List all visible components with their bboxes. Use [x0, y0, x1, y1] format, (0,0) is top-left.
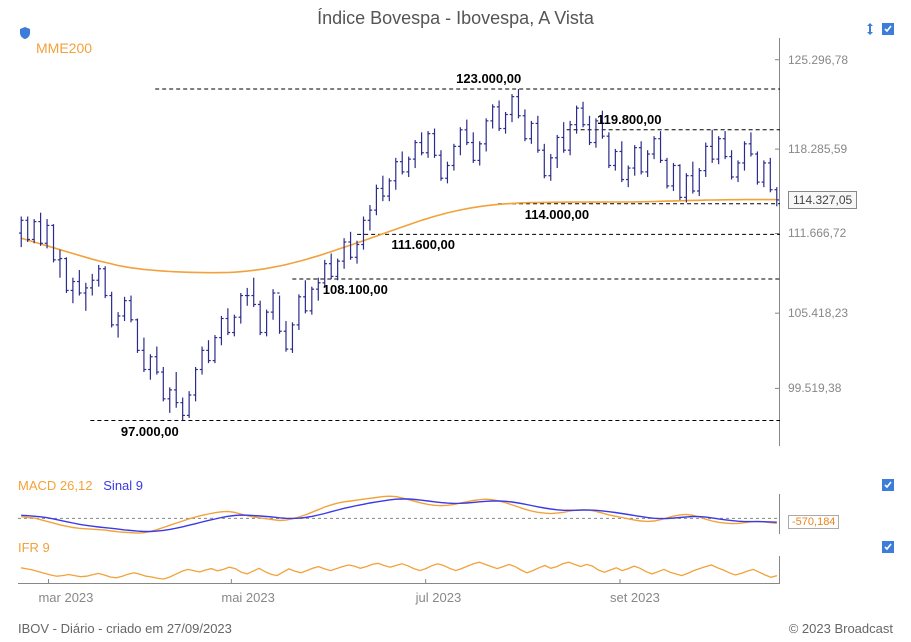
chart-root: Índice Bovespa - Ibovespa, A Vista MME20… — [0, 0, 911, 642]
x-tick-label: mar 2023 — [38, 590, 93, 605]
chart-title: Índice Bovespa - Ibovespa, A Vista — [0, 8, 911, 29]
price-level-label: 108.100,00 — [323, 282, 388, 297]
resize-vert-icon[interactable] — [863, 22, 877, 36]
expand-icon[interactable] — [881, 22, 895, 36]
ifr-label: IFR 9 — [18, 540, 50, 555]
macd-expand-icon[interactable] — [881, 478, 895, 492]
ifr-expand-icon[interactable] — [881, 540, 895, 554]
price-level-label: 114.000,00 — [525, 207, 589, 222]
price-level-label: 119.800,00 — [597, 112, 661, 127]
macd-current-value: -570,184 — [788, 515, 839, 529]
signal-text: Sinal 9 — [103, 478, 143, 493]
y-tick-label: 125.296,78 — [788, 53, 848, 67]
y-tick-label: 99.519,38 — [788, 381, 841, 395]
price-level-label: 123.000,00 — [456, 71, 521, 86]
x-tick-label: set 2023 — [610, 590, 660, 605]
x-tick-label: jul 2023 — [416, 590, 462, 605]
y-tick-label: 105.418,23 — [788, 306, 848, 320]
price-level-label: 111.600,00 — [391, 237, 455, 252]
y-tick-label: 111.666,72 — [788, 226, 846, 240]
footer-copyright: © 2023 Broadcast — [789, 621, 893, 636]
current-price-box: 114.327,05 — [788, 191, 857, 209]
ifr-chart — [18, 556, 780, 584]
y-tick-label: 118.285,59 — [788, 142, 847, 156]
footer-caption: IBOV - Diário - criado em 27/09/2023 — [18, 621, 232, 636]
macd-label: MACD 26,12 Sinal 9 — [18, 478, 143, 493]
macd-text: MACD 26,12 — [18, 478, 92, 493]
price-level-label: 97.000,00 — [121, 424, 179, 439]
macd-chart — [18, 494, 780, 534]
x-tick-label: mai 2023 — [221, 590, 274, 605]
